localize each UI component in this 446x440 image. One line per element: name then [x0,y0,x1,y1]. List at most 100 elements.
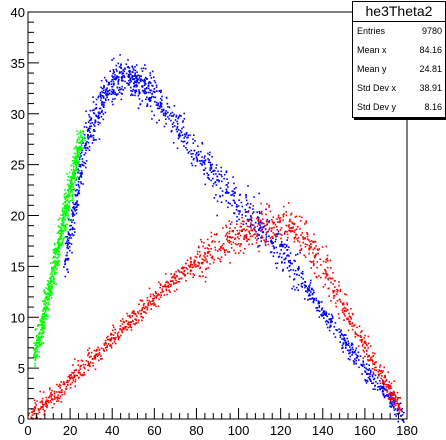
data-point [294,236,297,238]
data-point [59,245,61,247]
data-point [48,295,51,297]
data-point [381,382,384,384]
data-point [195,154,197,156]
data-point [154,81,157,84]
data-point [199,254,202,256]
data-point [321,246,324,248]
x-tick-label: 80 [189,423,203,438]
data-point [174,276,176,279]
data-point [84,139,87,142]
data-point [351,352,354,354]
data-point [165,97,168,99]
data-point [36,350,39,353]
data-point [43,289,46,291]
data-point [291,222,294,225]
data-point [46,406,48,409]
data-point [115,68,117,71]
data-point [392,399,395,401]
data-point [198,262,201,264]
data-point [382,389,384,392]
data-point [339,334,342,337]
data-point [190,156,193,158]
data-point [59,233,62,235]
data-point [112,92,114,95]
data-point [317,309,320,312]
data-point [112,329,114,332]
data-point [112,76,114,79]
data-point [55,396,58,399]
data-point [57,400,60,402]
data-point [322,272,324,275]
data-point [149,295,152,298]
data-point [159,101,162,104]
data-point [80,182,83,185]
data-point [366,344,368,347]
data-point [72,171,74,173]
data-point [78,369,80,372]
data-point [124,327,126,329]
data-point [189,266,191,268]
data-point [43,413,45,416]
data-point [41,326,43,329]
data-point [156,121,158,124]
data-point [122,80,124,82]
data-point [360,364,363,367]
data-point [128,67,131,69]
data-point [46,295,48,298]
data-point [131,90,134,93]
data-point [379,380,381,382]
data-point [75,167,77,170]
data-point [87,133,89,136]
data-point [348,321,350,323]
data-point [80,145,82,148]
data-point [107,83,110,86]
data-point [50,292,53,294]
data-point [135,84,138,86]
data-point [115,336,117,339]
data-point [308,247,310,250]
data-point [125,72,128,75]
data-point [330,300,332,302]
data-point [56,261,59,263]
data-point [62,383,65,385]
data-point [73,369,76,372]
data-point [162,290,164,293]
data-point [50,272,53,274]
data-point [236,220,238,222]
data-point [45,296,47,299]
data-point [135,89,137,91]
data-point [112,98,114,100]
data-point [393,392,395,395]
data-point [315,245,317,247]
data-point [151,92,154,95]
data-point [299,228,301,230]
data-point [79,130,82,132]
data-point [362,360,364,362]
data-point [180,115,182,117]
data-point [187,136,189,139]
data-point [318,306,320,308]
data-point [220,256,223,258]
data-point [256,211,258,213]
data-point [201,156,203,158]
data-point [103,344,106,346]
data-point [318,305,321,307]
data-point [78,162,80,164]
data-point [87,137,90,140]
data-point [75,164,78,167]
data-point [64,198,66,200]
data-point [336,329,338,332]
data-point [137,321,139,324]
data-point [148,99,151,102]
data-point [375,381,377,383]
data-point [78,142,81,144]
data-point [320,276,322,279]
data-point [56,264,58,267]
data-point [87,354,89,357]
data-point [108,343,110,345]
data-point [173,290,176,292]
data-point [77,176,79,178]
data-point [147,82,150,85]
data-point [200,160,202,162]
data-point [101,87,104,90]
